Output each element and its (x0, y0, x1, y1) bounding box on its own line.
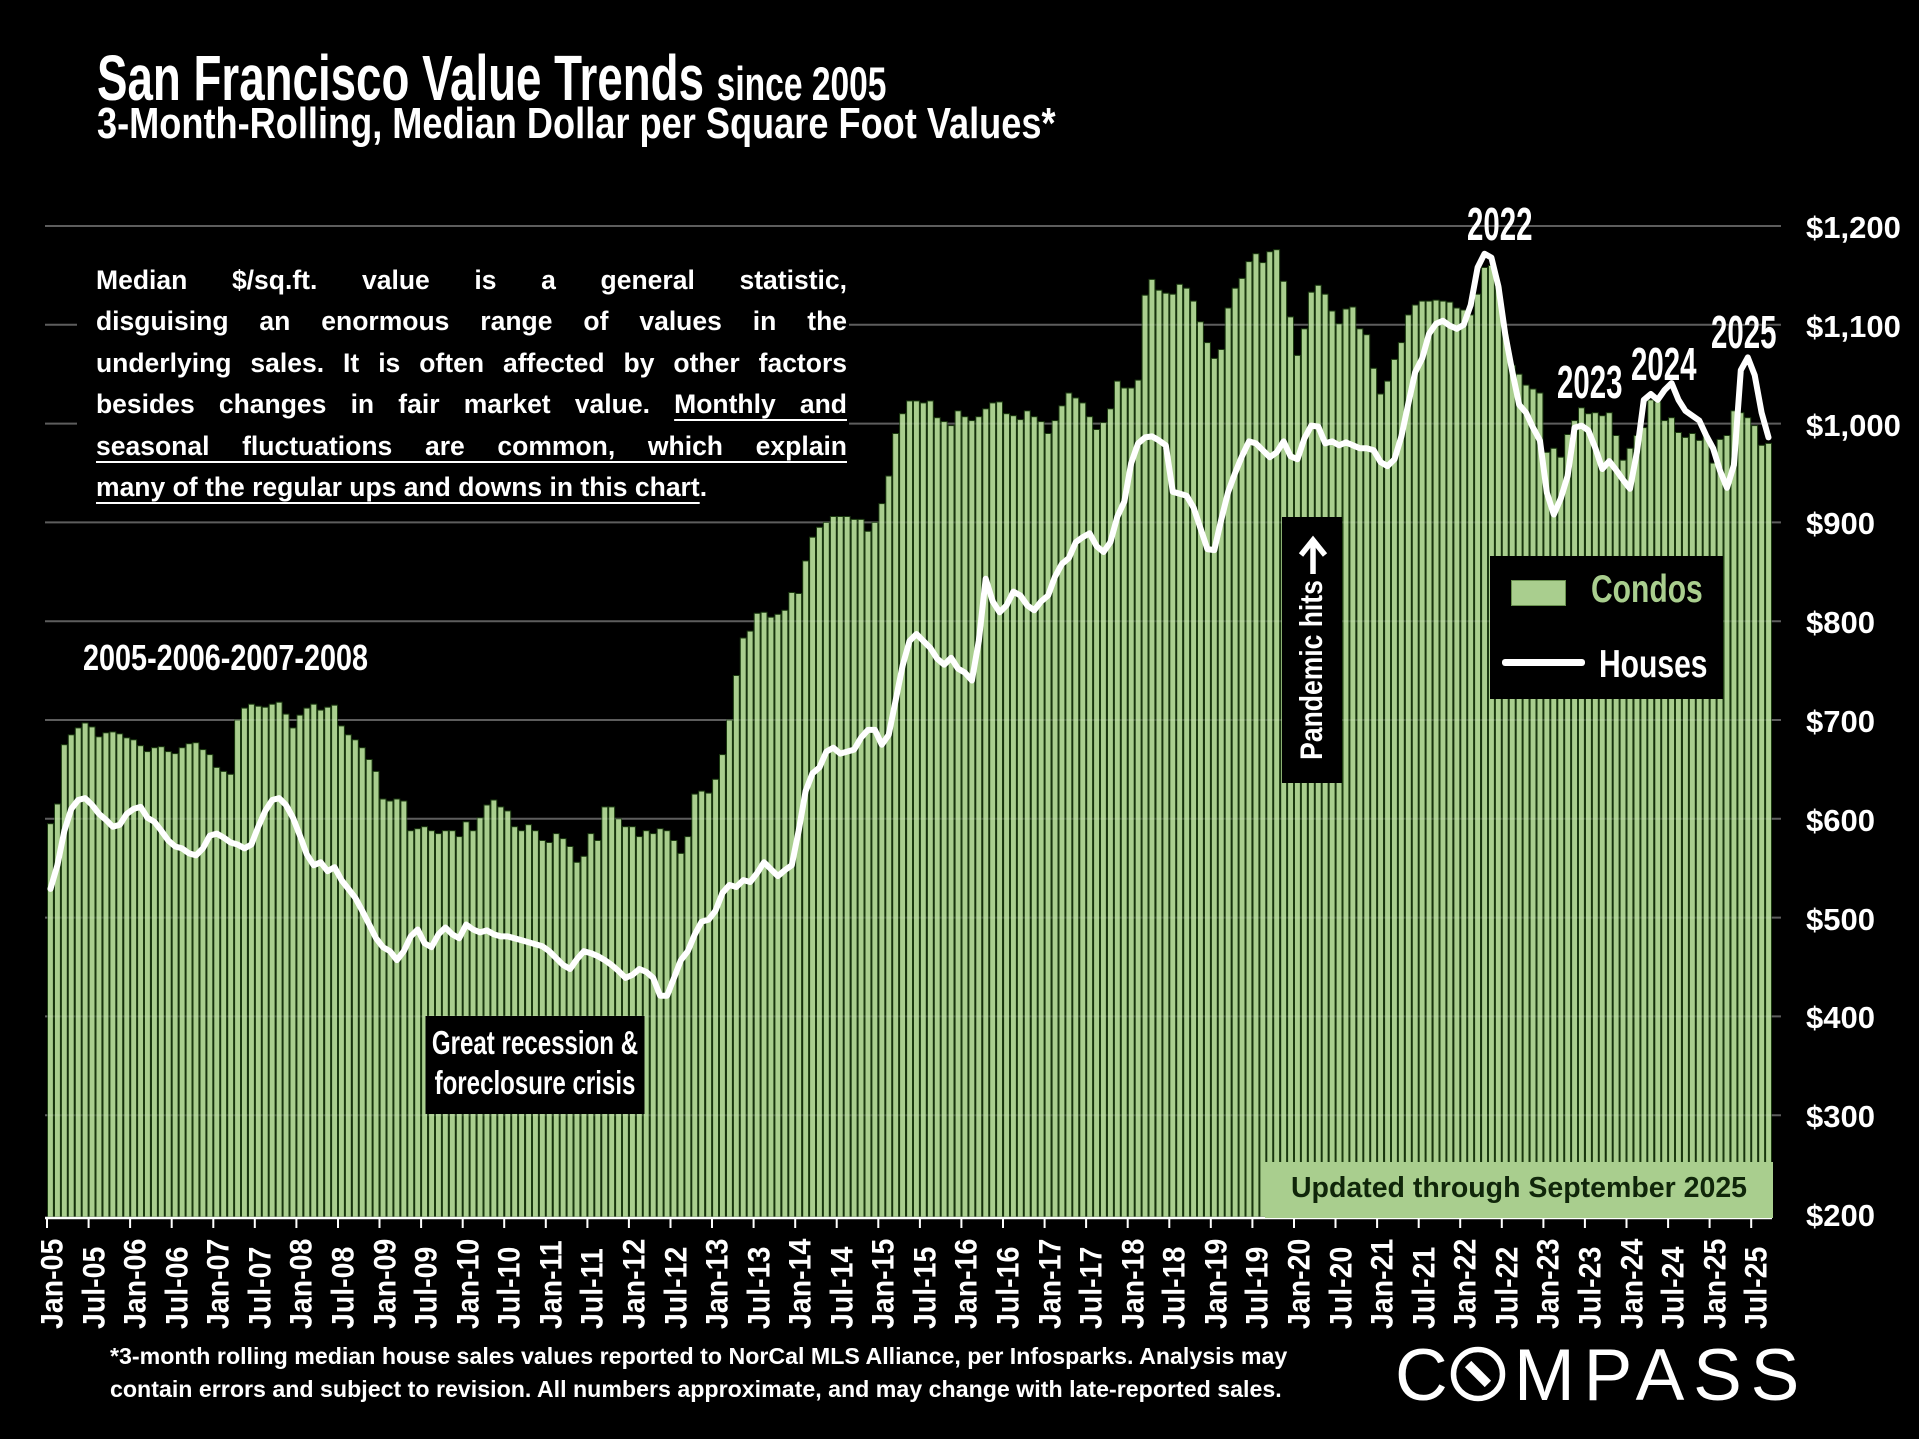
svg-text:MPASS: MPASS (1514, 1342, 1808, 1414)
svg-text:C: C (1398, 1342, 1448, 1414)
